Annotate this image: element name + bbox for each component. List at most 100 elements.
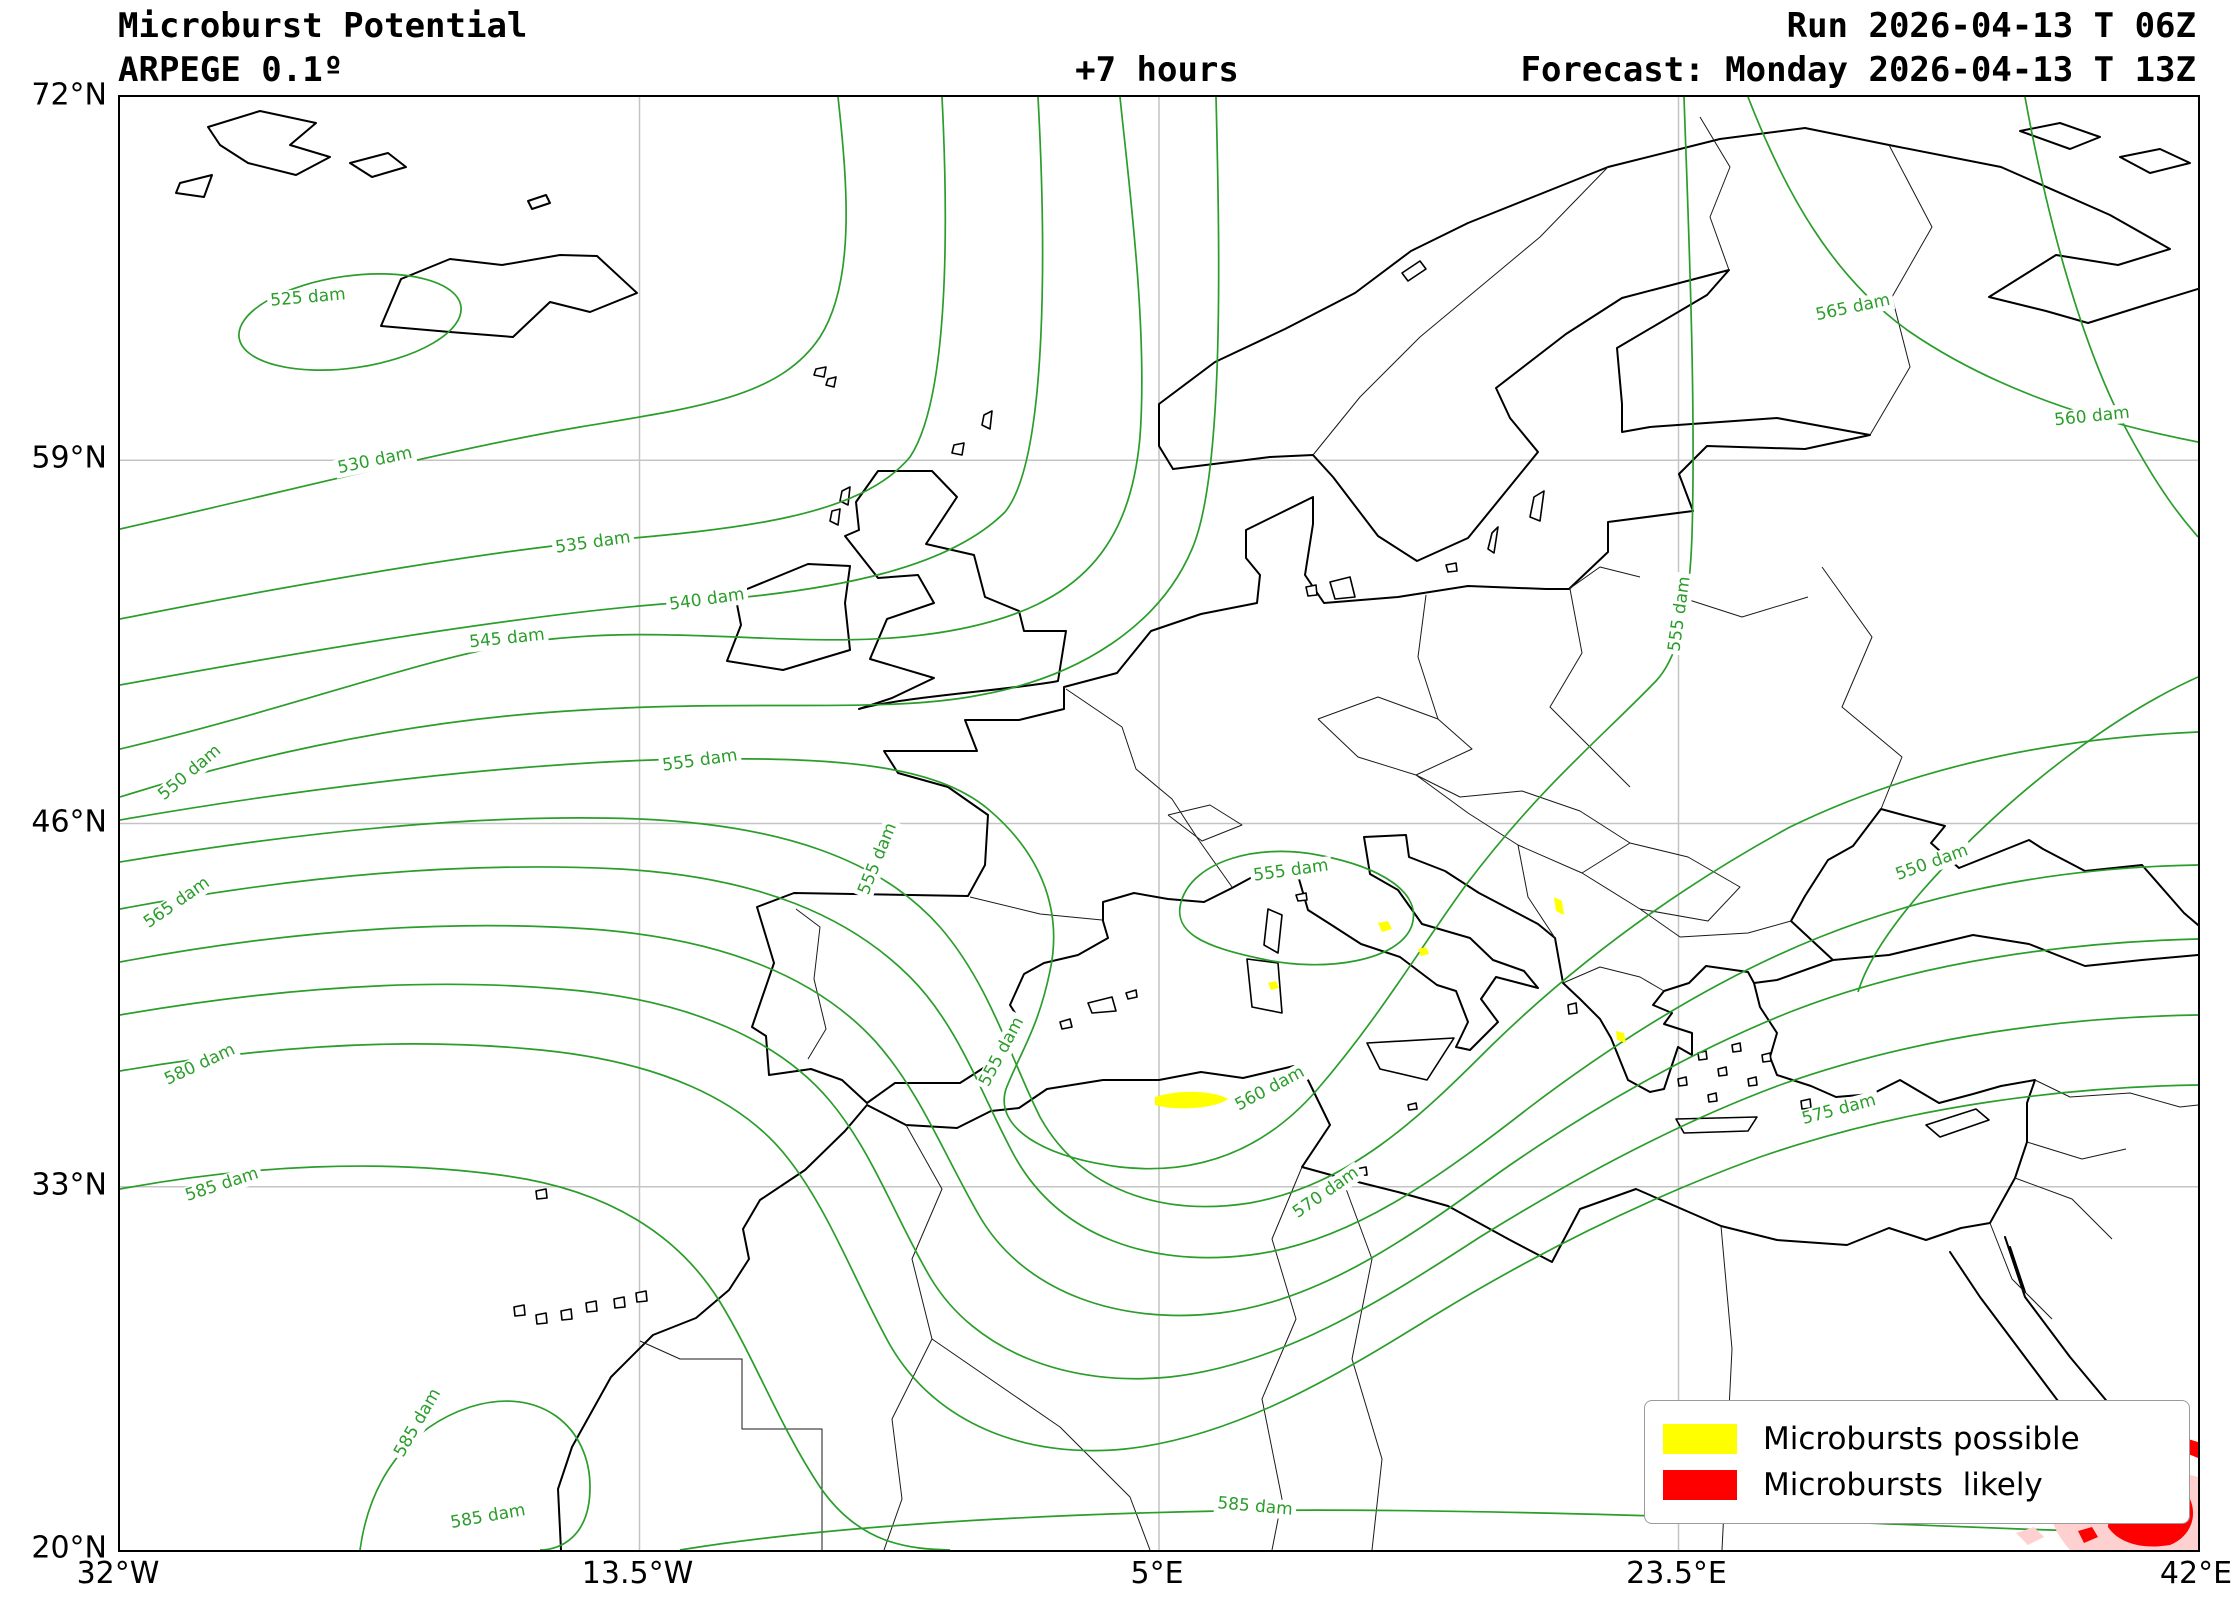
island-crete xyxy=(1675,1116,1758,1134)
coastline-path xyxy=(1158,127,2198,470)
island-canary-3 xyxy=(560,1308,573,1321)
map-title: Microburst Potential xyxy=(118,6,528,46)
x-tick-label: 5°E xyxy=(1130,1556,1184,1591)
contour-525 xyxy=(238,273,462,371)
island-canary-6 xyxy=(635,1290,648,1303)
coastline-path xyxy=(751,269,1871,1104)
legend-label: Microbursts possible xyxy=(1763,1421,2080,1457)
island-rhodes xyxy=(1800,1098,1812,1110)
island-aegean-6 xyxy=(1677,1076,1688,1087)
contour-550-west xyxy=(120,97,1220,798)
island-djerba xyxy=(1355,1166,1368,1177)
lead-time-label: +7 hours xyxy=(1075,50,1239,90)
coastline-path xyxy=(2119,148,2191,174)
contour-570-south xyxy=(120,924,2198,1317)
y-tick-label: 46°N xyxy=(31,804,107,839)
contour-585-loop xyxy=(359,1400,591,1550)
map-legend: Microbursts possible Microbursts likely xyxy=(1644,1400,2190,1524)
contour-530 xyxy=(120,97,847,530)
graticule xyxy=(120,97,2198,1550)
contour-560-northeast xyxy=(2024,97,2198,538)
island-aegean-4 xyxy=(1747,1076,1758,1087)
microburst-possible-area xyxy=(1268,981,1279,990)
island-bornholm xyxy=(1445,562,1458,573)
island-menorca xyxy=(1125,989,1138,1000)
country-borders xyxy=(639,116,2198,1550)
island-malta xyxy=(1407,1102,1418,1111)
island-canary-1 xyxy=(513,1304,526,1317)
island-sardinia xyxy=(1246,958,1283,1014)
island-hebrides-2 xyxy=(829,508,841,526)
island-ibiza xyxy=(1059,1018,1073,1030)
coastline-path xyxy=(1832,934,2198,967)
contour-575-south xyxy=(120,983,2198,1380)
island-corsica xyxy=(1263,908,1283,954)
coastline-path xyxy=(380,254,638,338)
coastlines xyxy=(175,110,2198,1550)
y-tick-label: 59°N xyxy=(31,440,107,476)
coastline-path xyxy=(2009,1246,2026,1293)
island-canary-5 xyxy=(613,1296,626,1309)
island-aegean-1 xyxy=(1697,1050,1708,1061)
weather-map-svg xyxy=(120,97,2198,1550)
contour-560-south xyxy=(120,731,2198,1208)
x-tick-label: 32°W xyxy=(76,1556,160,1591)
x-tick-label: 42°E xyxy=(2159,1556,2233,1591)
island-aegean-5 xyxy=(1707,1092,1718,1103)
model-label: ARPEGE 0.1º xyxy=(118,50,344,90)
microburst-possible-area xyxy=(1554,897,1564,915)
coastline-path xyxy=(1790,808,2198,961)
legend-color-swatch xyxy=(1663,1470,1737,1500)
island-mallorca xyxy=(1087,996,1117,1014)
legend-item: Microbursts likely xyxy=(1663,1467,2171,1503)
microburst-possible-area xyxy=(1616,1031,1626,1043)
legend-item: Microbursts possible xyxy=(1663,1421,2171,1457)
y-tick-label: 33°N xyxy=(31,1167,107,1203)
contour-565-south xyxy=(120,864,2198,1259)
island-gotland xyxy=(1529,490,1545,522)
microburst-likely-area xyxy=(2078,1527,2098,1543)
island-aegean-7 xyxy=(1761,1052,1772,1063)
island-oland xyxy=(1487,526,1499,554)
island-lofoten xyxy=(1401,260,1427,282)
contour-585-west xyxy=(120,1165,951,1550)
microburst-likely-halo xyxy=(2016,1527,2044,1545)
island-canary-2 xyxy=(535,1312,548,1325)
contour-565-northeast xyxy=(1747,97,2198,443)
coastline-path xyxy=(207,110,331,176)
island-elba xyxy=(1295,892,1308,902)
legend-color-swatch xyxy=(1663,1424,1737,1454)
island-shetland xyxy=(981,410,993,430)
island-sicily xyxy=(1366,1037,1455,1081)
island-corfu xyxy=(1567,1002,1578,1015)
coastline-path xyxy=(175,174,213,198)
contour-580-south xyxy=(120,1043,2198,1452)
map-plot-area: 525 dam 530 dam 535 dam 540 dam 545 dam 550 d… xyxy=(118,95,2200,1552)
x-tick-label: 13.5°W xyxy=(581,1556,694,1591)
y-tick-label: 72°N xyxy=(31,77,107,113)
island-faroe-2 xyxy=(825,376,837,388)
islands xyxy=(513,260,1990,1325)
run-label: Run 2026-04-13 T 06Z xyxy=(1786,6,2196,46)
microburst-possible-area xyxy=(1155,1091,1228,1109)
coastline-path xyxy=(527,194,551,210)
microburst-possible-area xyxy=(1378,921,1392,932)
coastline-path xyxy=(557,982,2036,1550)
contour-555-closed-low xyxy=(1178,850,1415,966)
contour-535 xyxy=(120,97,947,620)
contour-545 xyxy=(120,97,1143,750)
x-tick-label: 23.5°E xyxy=(1626,1556,1727,1591)
y-tick-label: 20°N xyxy=(31,1530,107,1566)
forecast-label: Forecast: Monday 2026-04-13 T 13Z xyxy=(1520,50,2196,90)
island-fyn xyxy=(1305,584,1318,597)
island-zealand xyxy=(1329,576,1356,600)
coastline-path xyxy=(844,470,1067,710)
island-canary-4 xyxy=(585,1300,598,1313)
coastline-path xyxy=(726,563,851,671)
coastline-path xyxy=(349,152,407,178)
island-cyprus xyxy=(1925,1108,1990,1138)
contour-555-main xyxy=(120,97,1694,1170)
coastline-path xyxy=(2019,122,2101,150)
island-aegean-3 xyxy=(1731,1042,1742,1053)
island-faroe-1 xyxy=(813,366,827,378)
